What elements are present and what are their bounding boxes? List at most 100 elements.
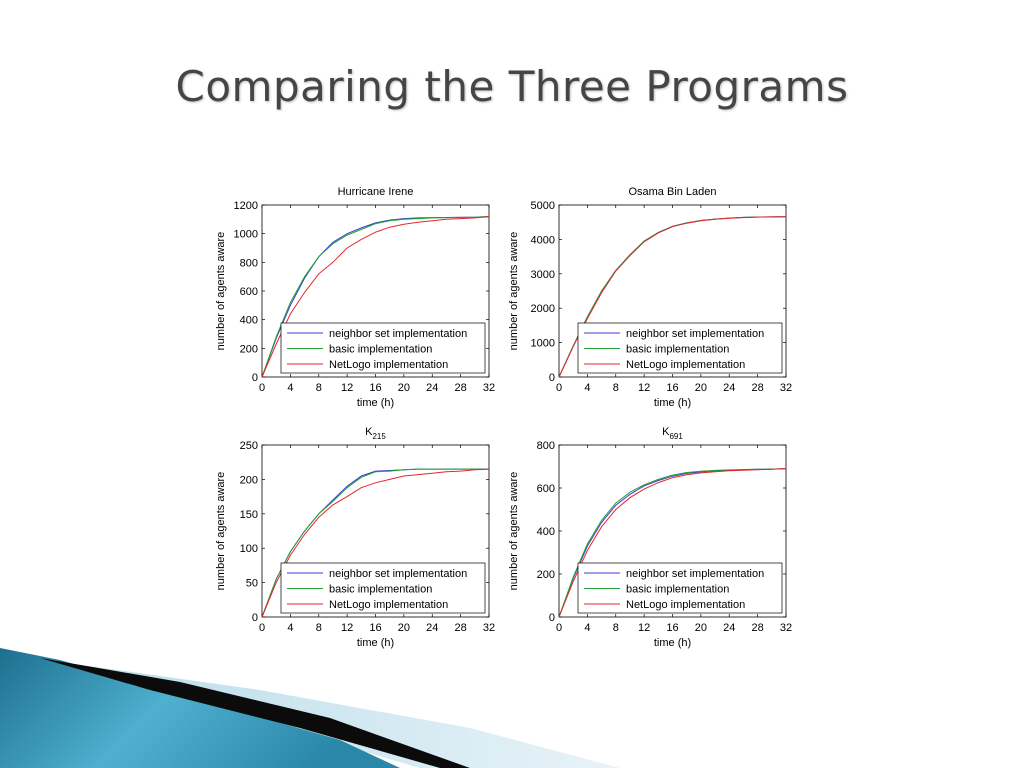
series-line-basic (261, 468, 489, 618)
x-tick-label: 28 (455, 622, 467, 634)
x-tick-label: 4 (584, 622, 590, 634)
y-tick-label: 0 (252, 372, 258, 384)
chart-2: Osama Bin Laden 0 4 8 12 16 20 24 28 32 0 1000 2000 3… (508, 186, 792, 409)
x-tick-label: 20 (398, 622, 410, 634)
y-axis-label: number of agents aware (215, 232, 227, 351)
black-swoosh (40, 658, 470, 768)
y-tick-label: 250 (240, 440, 258, 452)
y-tick-label: 600 (537, 483, 555, 495)
x-axis-label: time (h) (357, 397, 394, 409)
legend: neighbor set implementation basic impleme… (577, 562, 783, 614)
x-tick-label: 32 (780, 382, 792, 394)
legend-label: neighbor set implementation (626, 328, 764, 340)
x-tick-label: 12 (341, 622, 353, 634)
x-tick-label: 28 (752, 622, 764, 634)
y-tick-label: 0 (549, 372, 555, 384)
legend: neighbor set implementation basic impleme… (280, 322, 486, 374)
chart-title: Osama Bin Laden (628, 186, 716, 198)
x-axis-label: time (h) (357, 637, 394, 649)
series-line-netlogo (261, 468, 490, 618)
y-axis-label: number of agents aware (508, 472, 520, 591)
chart-title-subscript: 215 (372, 432, 386, 441)
y-tick-label: 800 (240, 257, 258, 269)
legend-label: basic implementation (329, 344, 432, 356)
x-tick-label: 20 (398, 382, 410, 394)
x-tick-label: 0 (556, 622, 562, 634)
legend: neighbor set implementation basic impleme… (280, 562, 486, 614)
x-tick-label: 28 (455, 382, 467, 394)
x-tick-label: 4 (287, 622, 293, 634)
y-tick-label: 4000 (531, 234, 555, 246)
y-tick-label: 5000 (531, 200, 555, 212)
legend-label: NetLogo implementation (626, 359, 745, 371)
x-axis-label: time (h) (654, 397, 691, 409)
x-tick-label: 8 (613, 622, 619, 634)
y-tick-label: 50 (246, 578, 258, 590)
x-tick-label: 16 (666, 622, 678, 634)
chart-4: K691 0 4 8 12 16 20 24 28 32 0 200 400 600 800 time (h)… (508, 426, 792, 649)
y-tick-label: 1000 (234, 229, 258, 241)
x-tick-label: 24 (723, 622, 735, 634)
y-tick-label: 800 (537, 440, 555, 452)
slide-title: Comparing the Three Programs (175, 62, 849, 111)
legend-label: neighbor set implementation (329, 568, 467, 580)
teal-swoosh (0, 648, 400, 768)
x-tick-label: 0 (259, 622, 265, 634)
chart-title: K215 (365, 426, 386, 441)
x-tick-label: 28 (752, 382, 764, 394)
x-tick-label: 32 (483, 622, 495, 634)
legend-label: NetLogo implementation (329, 359, 448, 371)
x-tick-label: 32 (483, 382, 495, 394)
legend-label: basic implementation (626, 584, 729, 596)
y-axis-label: number of agents aware (215, 472, 227, 591)
x-tick-label: 16 (369, 382, 381, 394)
x-tick-label: 32 (780, 622, 792, 634)
x-tick-label: 4 (584, 382, 590, 394)
x-axis-label: time (h) (654, 637, 691, 649)
chart-1: Hurricane Irene 0 4 8 12 16 20 24 28 32 0 200 400 600… (215, 186, 495, 409)
y-tick-label: 0 (549, 612, 555, 624)
x-tick-label: 24 (426, 382, 438, 394)
y-tick-label: 1200 (234, 200, 258, 212)
x-tick-label: 12 (341, 382, 353, 394)
x-tick-label: 8 (316, 622, 322, 634)
x-tick-label: 12 (638, 382, 650, 394)
legend-label: NetLogo implementation (626, 599, 745, 611)
series-line-basic (558, 468, 787, 618)
legend-label: basic implementation (626, 344, 729, 356)
legend-label: neighbor set implementation (626, 568, 764, 580)
x-tick-label: 20 (695, 382, 707, 394)
y-tick-label: 200 (537, 569, 555, 581)
y-tick-label: 400 (240, 315, 258, 327)
y-tick-label: 200 (240, 474, 258, 486)
x-tick-label: 20 (695, 622, 707, 634)
chart-title-subscript: 691 (669, 432, 683, 441)
y-tick-label: 0 (252, 612, 258, 624)
x-tick-label: 24 (426, 622, 438, 634)
legend-label: basic implementation (329, 584, 432, 596)
x-tick-label: 16 (369, 622, 381, 634)
chart-title: K691 (662, 426, 683, 441)
x-tick-label: 0 (259, 382, 265, 394)
y-tick-label: 150 (240, 509, 258, 521)
x-tick-label: 4 (287, 382, 293, 394)
x-tick-label: 24 (723, 382, 735, 394)
y-tick-label: 2000 (531, 303, 555, 315)
series-line-netlogo (261, 216, 490, 378)
legend: neighbor set implementation basic impleme… (577, 322, 783, 374)
x-tick-label: 8 (613, 382, 619, 394)
legend-label: neighbor set implementation (329, 328, 467, 340)
x-tick-label: 8 (316, 382, 322, 394)
x-tick-label: 0 (556, 382, 562, 394)
y-tick-label: 400 (537, 526, 555, 538)
y-axis-label: number of agents aware (508, 232, 520, 351)
y-tick-label: 3000 (531, 269, 555, 281)
chart-3: K215 0 4 8 12 16 20 24 28 32 0 50 100 150 200 250 time (… (215, 426, 495, 649)
y-tick-label: 200 (240, 343, 258, 355)
x-tick-label: 16 (666, 382, 678, 394)
legend-label: NetLogo implementation (329, 599, 448, 611)
x-tick-label: 12 (638, 622, 650, 634)
y-tick-label: 1000 (531, 338, 555, 350)
